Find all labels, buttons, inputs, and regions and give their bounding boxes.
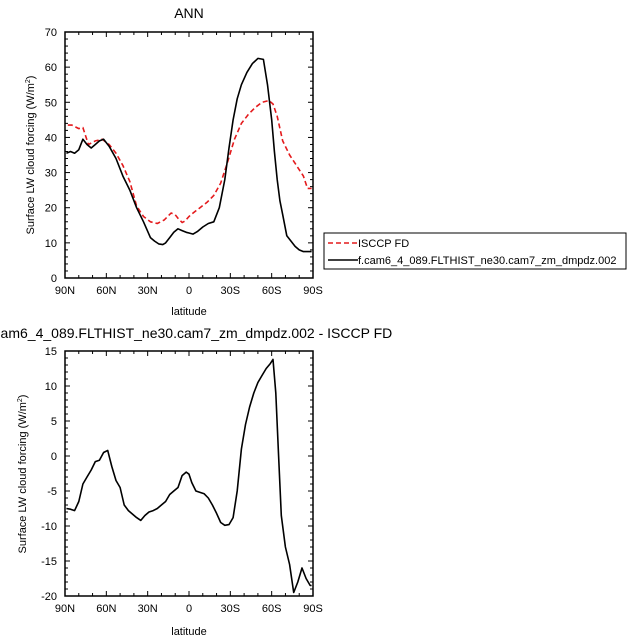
bottom-chart-title: f.cam6_4_089.FLTHIST_ne30.cam7_zm_dmpdz.… xyxy=(0,325,392,341)
top-y-axis-label: Surface LW cloud forcing (W/m2) xyxy=(25,76,37,235)
bottom-y-tick-label: 0 xyxy=(51,451,57,463)
top-x-tick-label: 60S xyxy=(262,285,282,297)
bottom-y-axis-label-text: Surface LW cloud forcing (W/m xyxy=(17,402,29,553)
top-chart-title: ANN xyxy=(174,5,204,21)
bottom-y-axis-label-superscript: 2 xyxy=(17,398,24,402)
bottom-x-tick-label: 60N xyxy=(96,603,116,615)
bottom-x-tick-label: 90N xyxy=(55,603,75,615)
top-y-tick-label: 0 xyxy=(51,273,57,285)
bottom-series-line-0 xyxy=(66,358,312,594)
bottom-y-tick-label: 15 xyxy=(45,346,57,358)
bottom-y-axis-label: Surface LW cloud forcing (W/m2) xyxy=(17,395,29,554)
top-x-tick-label: 60N xyxy=(96,285,116,297)
bottom-x-tick-label: 30N xyxy=(138,603,158,615)
bottom-y-axis-label-close: ) xyxy=(17,395,29,399)
bottom-y-tick-label: 5 xyxy=(51,416,57,428)
bottom-x-tick-label: 0 xyxy=(186,603,192,615)
top-y-tick-label: 50 xyxy=(45,97,57,109)
top-x-tick-label: 30N xyxy=(138,285,158,297)
bottom-x-axis-label: latitude xyxy=(171,626,206,638)
bottom-y-tick-label: -5 xyxy=(47,486,57,498)
top-y-tick-label: 70 xyxy=(45,27,57,39)
top-y-axis-label-superscript: 2 xyxy=(25,79,32,83)
bottom-y-tick-label: -10 xyxy=(41,521,57,533)
top-x-tick-label: 90N xyxy=(55,285,75,297)
top-series-line-0 xyxy=(67,99,312,225)
legend-box xyxy=(323,232,627,270)
legend-label-model: f.cam6_4_089.FLTHIST_ne30.cam7_zm_dmpdz.… xyxy=(358,255,616,267)
top-x-tick-label: 90S xyxy=(303,285,323,297)
top-chart-legend: ISCCP FD f.cam6_4_089.FLTHIST_ne30.cam7_… xyxy=(323,232,627,270)
bottom-chart-panel: f.cam6_4_089.FLTHIST_ne30.cam7_zm_dmpdz.… xyxy=(0,325,392,638)
top-y-tick-label: 60 xyxy=(45,62,57,74)
top-series-line-1 xyxy=(66,57,312,253)
top-y-tick-label: 30 xyxy=(45,168,57,180)
bottom-x-tick-label: 60S xyxy=(262,603,282,615)
top-x-tick-label: 0 xyxy=(186,285,192,297)
top-y-tick-label: 10 xyxy=(45,238,57,250)
bottom-y-tick-label: 10 xyxy=(45,381,57,393)
bottom-y-tick-label: -20 xyxy=(41,591,57,603)
top-y-tick-label: 40 xyxy=(45,132,57,144)
top-chart-panel: ANN 90N 60N 30N 0 30S 60S 90S 0 10 20 30 40 50 60 70 l… xyxy=(25,5,323,318)
top-x-axis-label: latitude xyxy=(171,306,206,318)
top-y-axis-label-close: ) xyxy=(25,76,37,80)
top-y-tick-label: 20 xyxy=(45,203,57,215)
top-y-axis-label-text: Surface LW cloud forcing (W/m xyxy=(25,83,37,234)
top-series-lines xyxy=(66,57,312,253)
bottom-series-lines xyxy=(66,358,312,594)
top-x-tick-label: 30S xyxy=(221,285,241,297)
bottom-x-tick-label: 90S xyxy=(303,603,323,615)
top-plot-frame xyxy=(64,31,314,279)
bottom-y-tick-label: -15 xyxy=(41,556,57,568)
bottom-axis-ticks: 90N 60N 30N 0 30S 60S 90S -20 -15 -10 -5 0 5 10 15 xyxy=(41,346,323,615)
legend-label-isccp: ISCCP FD xyxy=(358,238,409,250)
top-axis-ticks: 90N 60N 30N 0 30S 60S 90S 0 10 20 30 40 50 60 70 xyxy=(45,27,323,297)
bottom-x-tick-label: 30S xyxy=(221,603,241,615)
